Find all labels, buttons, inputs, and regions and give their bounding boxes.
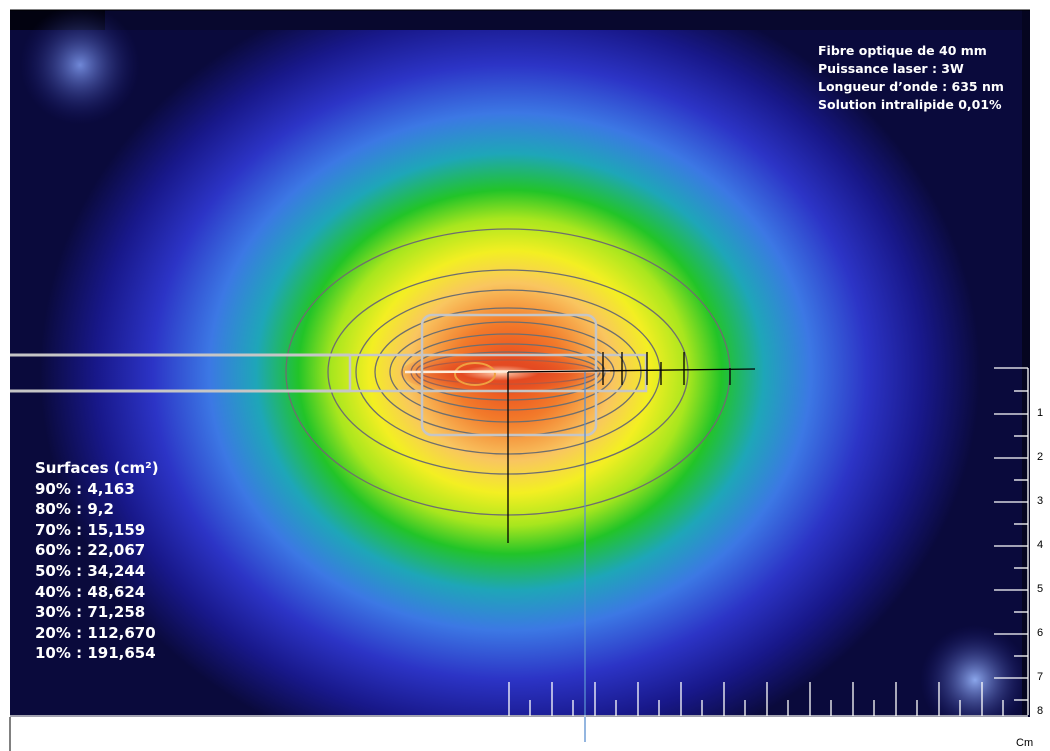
optical-fiber: [10, 313, 648, 437]
surface-item: 80% : 9,2: [35, 500, 114, 519]
param-wavelength: Longueur d’onde : 635 nm: [818, 79, 1004, 94]
surface-item: 60% : 22,067: [35, 541, 146, 560]
surface-item: 20% : 112,670: [35, 623, 156, 642]
measurement-lines: [507, 352, 756, 543]
scale-label-8: 8: [1037, 705, 1044, 717]
scale-label-5: 5: [1037, 583, 1044, 595]
scale-label-1: 1: [1037, 407, 1044, 419]
scale-label-7: 7: [1037, 671, 1044, 683]
experiment-parameters: Fibre optique de 40 mm Puissance laser :…: [818, 42, 1004, 114]
surfaces-title: Surfaces (cm²): [35, 459, 159, 477]
surface-item: 40% : 48,624: [35, 582, 146, 601]
surface-item: 50% : 34,244: [35, 561, 146, 580]
surface-item: 10% : 191,654: [35, 644, 156, 663]
scale-unit: Cm: [1016, 737, 1034, 749]
param-solution: Solution intralipide 0,01%: [818, 97, 1002, 112]
param-fiber: Fibre optique de 40 mm: [818, 43, 987, 58]
surface-item: 70% : 15,159: [35, 520, 146, 539]
horizontal-scale: [10, 682, 1028, 717]
scale-label-4: 4: [1037, 539, 1044, 551]
scale-label-6: 6: [1037, 627, 1044, 639]
surface-item: 30% : 71,258: [35, 603, 146, 622]
surfaces-legend: Surfaces (cm²) 90% : 4,163 80% : 9,2 70%…: [35, 458, 159, 664]
param-laser-power: Puissance laser : 3W: [818, 61, 964, 76]
scale-label-2: 2: [1037, 451, 1044, 463]
vertical-scale: [994, 367, 1029, 715]
diffuser-core: [400, 351, 600, 395]
scale-label-3: 3: [1037, 495, 1044, 507]
surface-item: 90% : 4,163: [35, 479, 135, 498]
